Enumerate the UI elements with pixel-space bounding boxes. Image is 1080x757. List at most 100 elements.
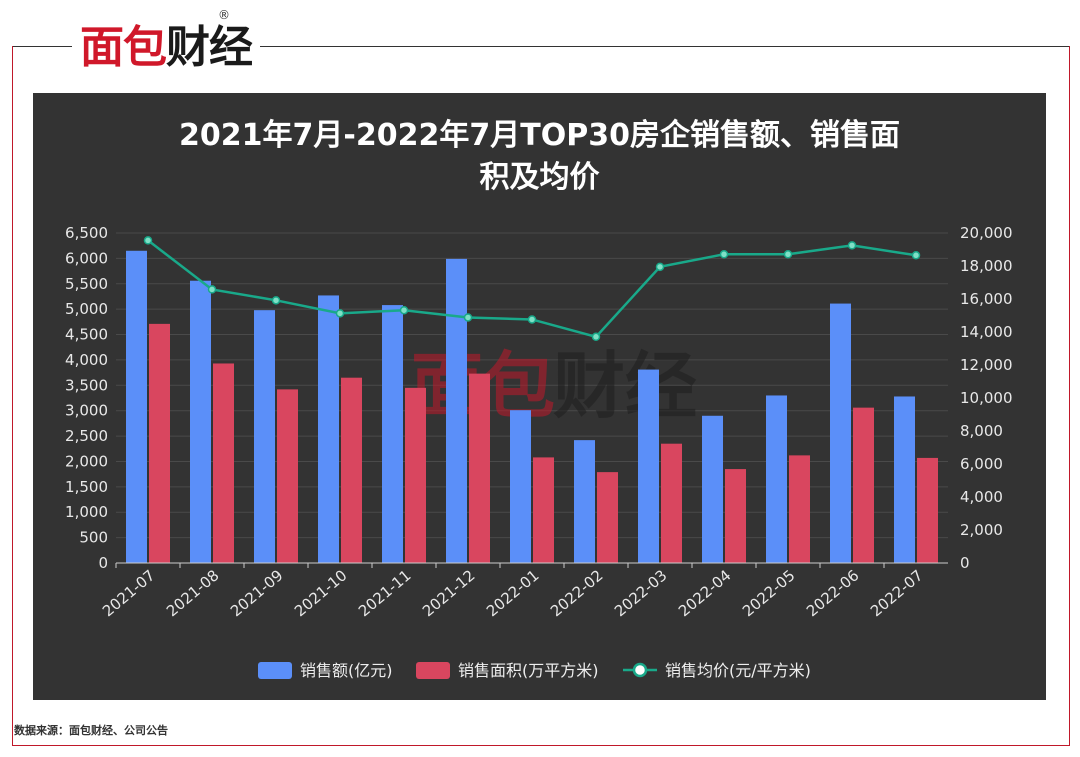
y-left-tick-label: 5,000 bbox=[65, 300, 108, 318]
y-right-tick-label: 8,000 bbox=[960, 422, 1003, 440]
chart-title-line-2: 积及均价 bbox=[479, 160, 600, 195]
frame-top-line bbox=[12, 46, 1070, 47]
price-point bbox=[207, 285, 217, 294]
price-point bbox=[847, 241, 857, 250]
price-point bbox=[143, 236, 153, 245]
price-point bbox=[335, 309, 345, 318]
bar-sales bbox=[382, 305, 403, 563]
chart-title-line-1: 2021年7月-2022年7月TOP30房企销售额、销售面 bbox=[179, 118, 900, 153]
y-left-tick-label: 6,000 bbox=[65, 249, 108, 267]
bar-sales bbox=[894, 396, 915, 563]
legend-item-price[interactable]: 销售均价(元/平方米) bbox=[623, 661, 811, 680]
x-tick-label: 2021-11 bbox=[355, 566, 415, 620]
watermark-text-dark: 财经 bbox=[553, 344, 697, 428]
bar-sales bbox=[830, 303, 851, 563]
brand-logo-text: 面包财经 bbox=[80, 22, 253, 73]
y-left-tick-label: 1,500 bbox=[65, 478, 108, 496]
x-tick-label: 2022-07 bbox=[867, 566, 927, 620]
chart-title: 2021年7月-2022年7月TOP30房企销售额、销售面 积及均价 bbox=[33, 115, 1046, 199]
y-right-tick-label: 12,000 bbox=[960, 356, 1013, 374]
bar-sales bbox=[510, 410, 531, 563]
bar-area bbox=[917, 457, 938, 563]
frame-left-line bbox=[12, 46, 13, 746]
bar-area bbox=[533, 457, 554, 563]
bar-area bbox=[725, 469, 746, 563]
price-point bbox=[911, 251, 921, 260]
legend-point-swatch bbox=[632, 662, 648, 678]
chart-panel: 2021年7月-2022年7月TOP30房企销售额、销售面 积及均价 面包 财经… bbox=[33, 93, 1046, 700]
x-tick-label: 2021-10 bbox=[291, 566, 351, 620]
x-tick-label: 2021-08 bbox=[163, 566, 223, 620]
bar-sales bbox=[446, 258, 467, 563]
y-right-tick-label: 2,000 bbox=[960, 521, 1003, 539]
y-right-tick-label: 0 bbox=[960, 554, 970, 572]
data-source-note: 数据来源：面包财经、公司公告 bbox=[14, 724, 168, 737]
bar-sales bbox=[702, 415, 723, 563]
legend-item-sales[interactable]: 销售额(亿元) bbox=[258, 661, 393, 680]
bar-sales bbox=[190, 280, 211, 563]
price-point bbox=[655, 262, 665, 272]
bar-sales bbox=[126, 250, 147, 563]
frame-bottom-line bbox=[12, 745, 1070, 746]
bar-area bbox=[469, 373, 490, 563]
y-left-tick-label: 4,000 bbox=[65, 351, 108, 369]
price-point bbox=[463, 313, 473, 322]
y-left-tick-label: 0 bbox=[98, 554, 108, 572]
x-tick-label: 2021-12 bbox=[419, 566, 479, 620]
y-right-tick-label: 14,000 bbox=[960, 323, 1013, 341]
y-right-tick-label: 10,000 bbox=[960, 389, 1013, 407]
bar-area bbox=[341, 377, 362, 563]
bar-area bbox=[213, 363, 234, 563]
bar-area bbox=[853, 407, 874, 563]
bar-area bbox=[149, 323, 170, 563]
watermark: 面包 财经 bbox=[411, 344, 697, 428]
price-point bbox=[271, 296, 281, 305]
y-left-tick-label: 2,500 bbox=[65, 427, 108, 445]
legend-swatch bbox=[416, 662, 450, 679]
y-left-tick-label: 4,500 bbox=[65, 326, 108, 344]
y-left-tick-label: 1,000 bbox=[65, 503, 108, 521]
legend-label: 销售均价(元/平方米) bbox=[665, 661, 811, 680]
y-right-tick-label: 16,000 bbox=[960, 290, 1013, 308]
bar-area bbox=[277, 389, 298, 563]
price-point bbox=[719, 250, 729, 259]
x-tick-label: 2022-01 bbox=[483, 566, 543, 620]
price-point bbox=[399, 305, 409, 315]
y-right-tick-label: 18,000 bbox=[960, 257, 1013, 275]
legend-swatch bbox=[258, 662, 292, 679]
y-left-tick-label: 500 bbox=[79, 529, 108, 547]
y-right-tick-label: 20,000 bbox=[960, 224, 1013, 242]
y-right-tick-label: 6,000 bbox=[960, 455, 1003, 473]
x-tick-label: 2021-07 bbox=[99, 566, 159, 620]
bar-sales bbox=[766, 395, 787, 563]
x-tick-label: 2022-06 bbox=[803, 566, 863, 620]
x-tick-label: 2022-05 bbox=[739, 566, 799, 620]
legend-label: 销售面积(万平方米) bbox=[458, 661, 599, 680]
x-tick-label: 2022-04 bbox=[675, 566, 735, 620]
y-left-tick-label: 5,500 bbox=[65, 275, 108, 293]
bars-layer bbox=[126, 250, 938, 563]
brand-logo: 面包财经 ® bbox=[72, 8, 260, 76]
bar-sales bbox=[254, 310, 275, 563]
bar-area bbox=[789, 455, 810, 563]
y-left-tick-label: 6,500 bbox=[65, 224, 108, 242]
y-left-tick-label: 3,500 bbox=[65, 376, 108, 394]
bar-area bbox=[597, 472, 618, 563]
y-right-tick-label: 4,000 bbox=[960, 488, 1003, 506]
y-left-tick-label: 2,000 bbox=[65, 452, 108, 470]
bar-area bbox=[405, 387, 426, 563]
price-point bbox=[527, 315, 537, 324]
bar-area bbox=[661, 443, 682, 563]
legend-item-area[interactable]: 销售面积(万平方米) bbox=[416, 661, 599, 680]
bar-sales bbox=[318, 295, 339, 563]
bar-sales bbox=[574, 440, 595, 563]
price-point bbox=[591, 332, 601, 342]
x-tick-label: 2021-09 bbox=[227, 566, 287, 620]
x-tick-label: 2022-03 bbox=[611, 566, 671, 620]
legend: 销售额(亿元) 销售面积(万平方米) 销售均价(元/平方米) bbox=[258, 661, 811, 680]
x-tick-label: 2022-02 bbox=[547, 566, 607, 620]
price-line-layer bbox=[143, 236, 921, 342]
y-left-tick-label: 3,000 bbox=[65, 402, 108, 420]
chart-svg: 面包 财经 0 500 1,000 1,500 2,000 2,500 3,000 3,500… bbox=[65, 224, 1013, 680]
legend-label: 销售额(亿元) bbox=[300, 661, 393, 680]
